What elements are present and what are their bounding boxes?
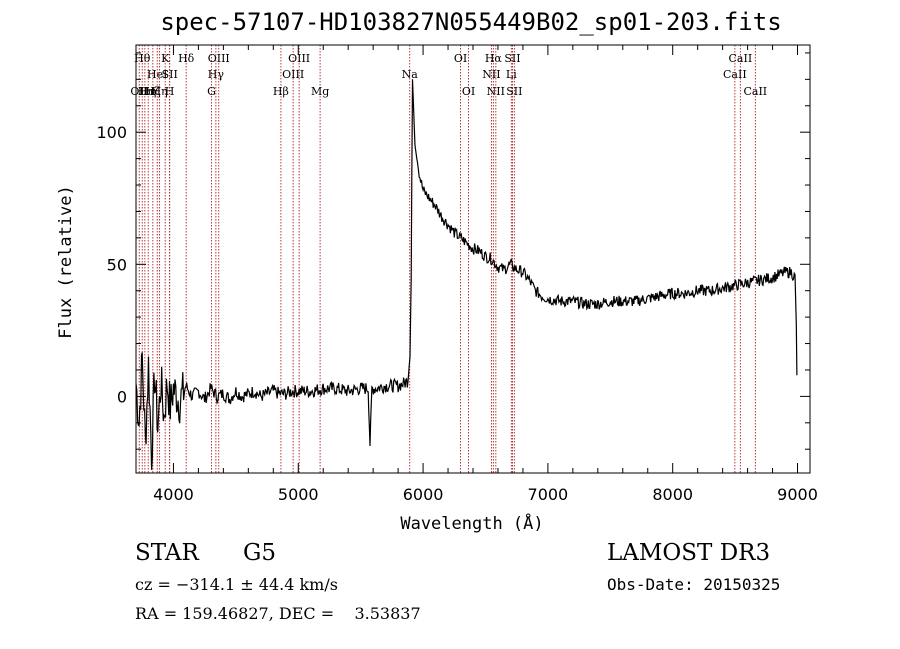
x-tick-label-8000: 8000: [652, 485, 693, 504]
marker-label-24: Li: [506, 68, 517, 81]
marker-label-15: OIII: [282, 68, 304, 81]
ra-dec-coordinates: RA = 159.46827, DEC = 3.53837: [135, 604, 421, 623]
marker-label-21: NII: [482, 68, 500, 81]
marker-label-7: K: [161, 52, 170, 65]
marker-label-13: OIII: [208, 52, 230, 65]
marker-label-0: OII: [130, 85, 148, 98]
x-tick-label-4000: 4000: [153, 485, 194, 504]
marker-label-14: Hβ: [273, 85, 289, 98]
marker-label-3: Hη: [140, 85, 156, 98]
x-tick-label-5000: 5000: [278, 485, 319, 504]
x-axis-label: Wavelength (Å): [400, 512, 543, 534]
marker-label-22: Hα: [485, 52, 503, 65]
y-axis-ticks: 0 50 100: [96, 52, 810, 450]
marker-label-9: H: [165, 85, 175, 98]
marker-label-28: CaII: [729, 52, 753, 65]
marker-label-10: Hδ: [178, 52, 195, 65]
object-subclass: G5: [243, 540, 277, 566]
x-tick-label-7000: 7000: [528, 485, 569, 504]
marker-label-18: Na: [402, 68, 419, 81]
marker-label-26: SII: [506, 85, 522, 98]
marker-label-12: Hγ: [208, 68, 225, 81]
survey-name: LAMOST DR3: [607, 540, 771, 566]
marker-label-25: SII: [504, 52, 520, 65]
marker-label-27: CaII: [723, 68, 747, 81]
plot-frame: [135, 44, 811, 474]
observation-date: Obs-Date: 20150325: [607, 575, 781, 594]
marker-label-23: NII: [487, 85, 505, 98]
y-tick-label-0: 0: [117, 387, 127, 406]
marker-label-4: Hζ: [145, 85, 161, 98]
marker-label-20: OI: [462, 85, 475, 98]
marker-label-6: Hη: [151, 85, 167, 98]
marker-label-5: HeI: [147, 68, 167, 81]
marker-label-19: OI: [454, 52, 467, 65]
line-markers: [138, 45, 756, 473]
marker-label-11: G: [207, 85, 216, 98]
marker-label-8: SII: [162, 68, 178, 81]
x-tick-label-6000: 6000: [403, 485, 444, 504]
object-class: STAR: [135, 540, 199, 566]
marker-label-17: Mg: [311, 85, 329, 98]
chart-title: spec-57107-HD103827N055449B02_sp01-203.f…: [160, 8, 782, 36]
y-axis-label: Flux (relative): [56, 185, 76, 339]
spectrum-line: [135, 79, 798, 470]
marker-label-1: Hθ: [134, 52, 151, 65]
marker-label-2: Hι: [138, 85, 152, 98]
redshift-velocity: cz = −314.1 ± 44.4 km/s: [135, 575, 338, 594]
y-tick-label-50: 50: [107, 255, 127, 274]
marker-label-29: CaII: [743, 85, 767, 98]
y-tick-label-100: 100: [96, 123, 127, 142]
x-axis-ticks: 4000 5000 6000 7000 8000 9000: [153, 45, 818, 504]
x-tick-label-9000: 9000: [777, 485, 818, 504]
marker-label-16: OIII: [288, 52, 310, 65]
